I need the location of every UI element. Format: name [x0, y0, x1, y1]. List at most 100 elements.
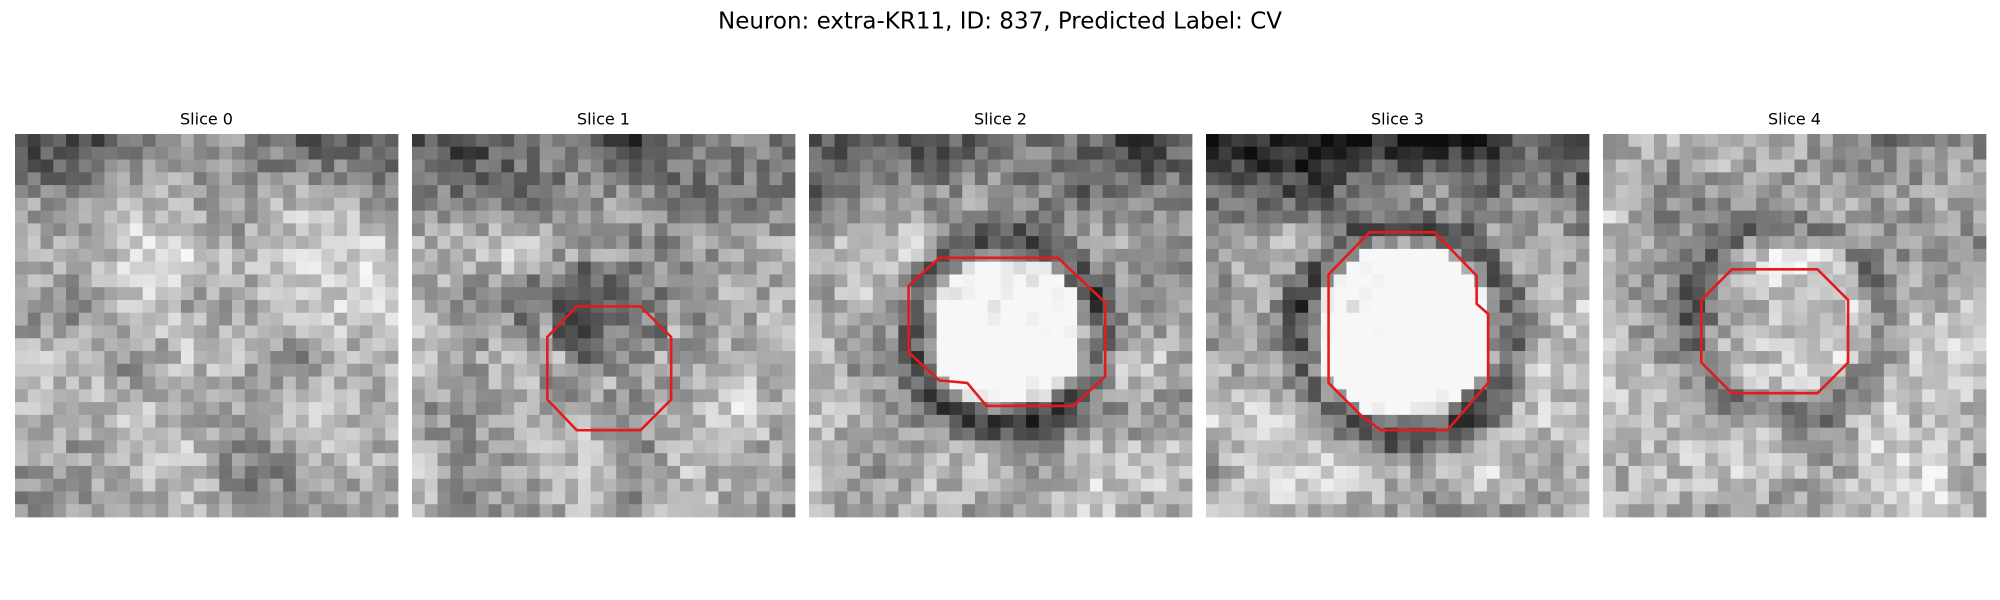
- pixel: [1550, 504, 1564, 518]
- pixel: [1397, 440, 1411, 454]
- pixel: [872, 223, 886, 237]
- pixel: [936, 338, 950, 352]
- pixel: [705, 185, 719, 199]
- pixel: [1448, 440, 1462, 454]
- pixel: [1858, 197, 1872, 211]
- pixel: [1423, 172, 1437, 186]
- pixel: [552, 402, 566, 416]
- pixel: [283, 351, 297, 365]
- pixel: [1486, 172, 1501, 186]
- pixel: [1206, 440, 1220, 454]
- pixel: [1922, 134, 1936, 148]
- pixel: [91, 299, 105, 314]
- pixel: [1743, 389, 1757, 403]
- pixel: [1871, 159, 1885, 173]
- pixel: [1858, 440, 1872, 454]
- pixel: [424, 134, 438, 148]
- pixel: [1038, 146, 1052, 160]
- pixel: [437, 402, 451, 416]
- pixel: [743, 325, 758, 339]
- pixel: [1026, 491, 1040, 505]
- pixel: [129, 351, 144, 365]
- pixel: [270, 185, 284, 199]
- pixel: [1140, 453, 1155, 467]
- pixel: [283, 504, 297, 518]
- pixel: [885, 465, 899, 480]
- pixel: [821, 504, 835, 518]
- pixel: [590, 478, 604, 492]
- pixel: [1628, 325, 1642, 339]
- pixel: [641, 185, 655, 199]
- pixel: [1448, 146, 1462, 160]
- pixel: [1743, 427, 1757, 441]
- pixel: [1692, 312, 1706, 326]
- pixel: [1947, 504, 1961, 518]
- pixel: [1153, 351, 1167, 365]
- pixel: [1883, 146, 1898, 160]
- pixel: [987, 414, 1001, 429]
- pixel: [346, 185, 361, 199]
- pixel: [731, 185, 745, 199]
- pixel: [692, 351, 707, 365]
- pixel: [1320, 134, 1335, 148]
- pixel: [1679, 478, 1693, 492]
- pixel: [219, 236, 233, 250]
- pixel: [987, 248, 1001, 263]
- pixel: [1705, 376, 1719, 390]
- pixel: [667, 312, 681, 326]
- pixel: [78, 389, 92, 403]
- pixel: [629, 172, 643, 186]
- pixel: [974, 197, 989, 211]
- pixel: [1423, 146, 1437, 160]
- pixel: [1166, 414, 1180, 429]
- pixel: [756, 389, 770, 403]
- pixel: [1628, 402, 1642, 416]
- pixel: [1960, 351, 1974, 365]
- pixel: [629, 440, 643, 454]
- pixel: [860, 172, 874, 186]
- pixel: [155, 491, 169, 505]
- pixel: [1615, 402, 1629, 416]
- pixel: [1166, 402, 1180, 416]
- pixel: [232, 159, 246, 173]
- pixel: [1397, 478, 1411, 492]
- pixel: [821, 402, 835, 416]
- pixel: [1153, 248, 1167, 263]
- pixel: [334, 159, 348, 173]
- pixel: [654, 146, 668, 160]
- pixel: [1384, 134, 1398, 148]
- pixel: [1269, 299, 1283, 314]
- pixel: [104, 427, 118, 441]
- pixel: [129, 146, 144, 160]
- pixel: [898, 172, 912, 186]
- pixel: [1371, 325, 1386, 339]
- pixel: [1499, 453, 1513, 467]
- pixel: [1089, 223, 1104, 237]
- pixel: [603, 159, 617, 173]
- pixel: [1371, 299, 1386, 314]
- pixel: [78, 248, 92, 263]
- pixel: [782, 427, 796, 441]
- pixel: [219, 414, 233, 429]
- pixel: [1525, 159, 1539, 173]
- pixel: [1333, 325, 1347, 339]
- pixel: [104, 185, 118, 199]
- pixel: [219, 376, 233, 390]
- pixel: [488, 478, 502, 492]
- pixel: [1922, 376, 1936, 390]
- pixel: [809, 453, 823, 467]
- pixel: [142, 185, 156, 199]
- pixel: [346, 287, 361, 301]
- pixel: [1679, 504, 1693, 518]
- pixel: [718, 223, 732, 237]
- pixel: [629, 236, 643, 250]
- pixel: [321, 376, 335, 390]
- pixel: [359, 236, 373, 250]
- pixel: [809, 287, 823, 301]
- pixel: [27, 261, 41, 275]
- pixel: [1051, 236, 1065, 250]
- pixel: [911, 427, 925, 441]
- pixel: [1166, 491, 1180, 505]
- pixel: [475, 414, 489, 429]
- pixel: [1333, 414, 1347, 429]
